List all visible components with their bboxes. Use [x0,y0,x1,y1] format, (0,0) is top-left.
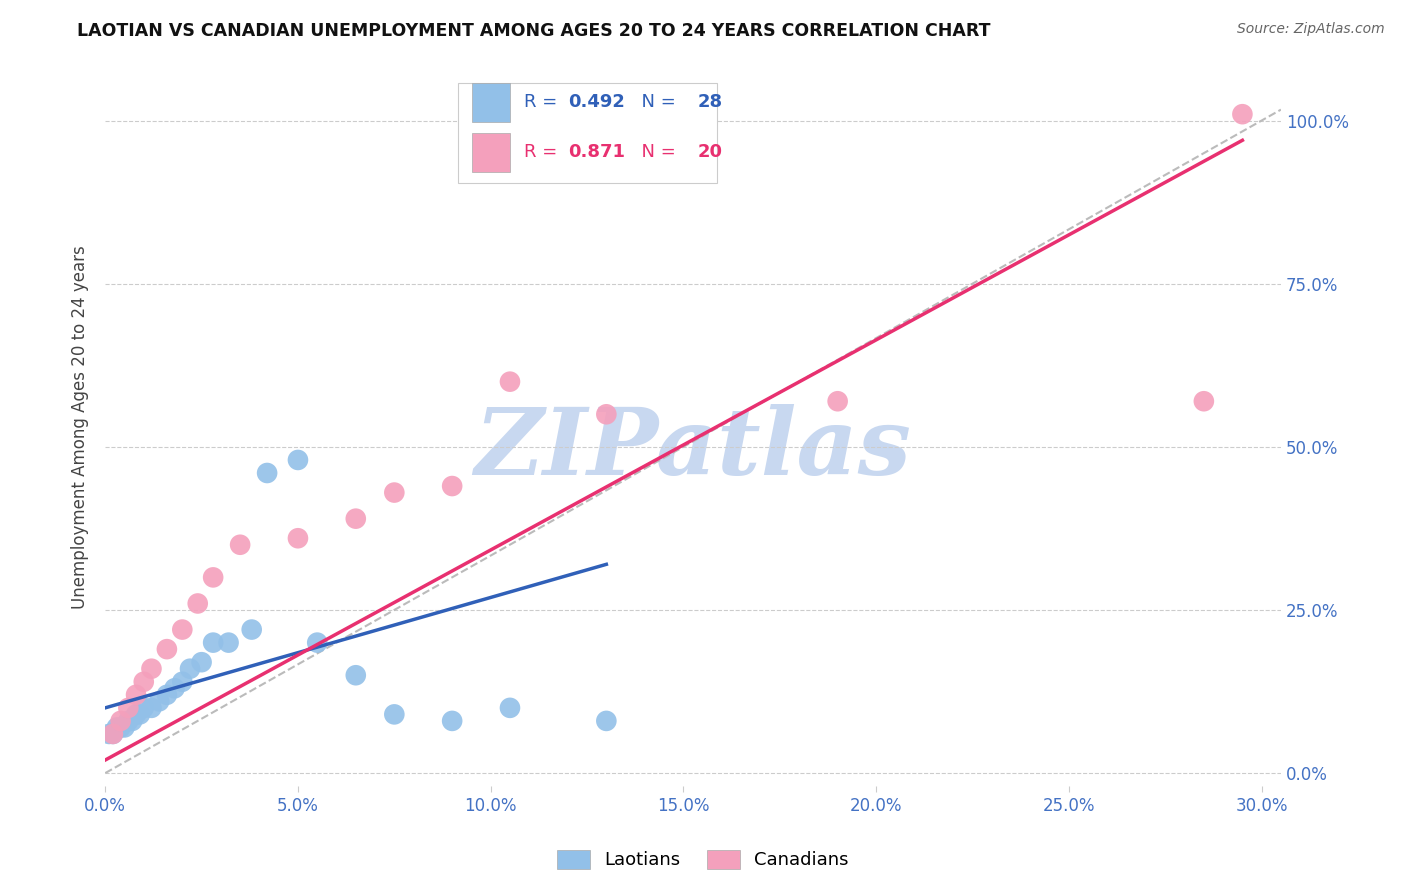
Text: 20: 20 [697,144,723,161]
Y-axis label: Unemployment Among Ages 20 to 24 years: Unemployment Among Ages 20 to 24 years [72,245,89,609]
Point [595,714,617,728]
Point [148,694,170,708]
Point [125,707,148,722]
Point [1232,107,1254,121]
Point [307,635,329,649]
Point [441,714,464,728]
Point [101,727,124,741]
Point [156,688,179,702]
Point [344,668,367,682]
Point [121,714,143,728]
Point [163,681,186,696]
Point [132,674,155,689]
Point [117,701,139,715]
Point [441,479,464,493]
Point [129,707,152,722]
FancyBboxPatch shape [472,83,509,122]
Point [256,466,278,480]
FancyBboxPatch shape [458,83,717,184]
Text: N =: N = [630,144,681,161]
Legend: Laotians, Canadians: Laotians, Canadians [548,841,858,879]
Text: ZIPatlas: ZIPatlas [475,404,911,494]
Point [287,453,309,467]
Point [172,674,194,689]
Text: 0.871: 0.871 [568,144,626,161]
Point [229,538,252,552]
Point [187,597,209,611]
Text: 0.492: 0.492 [568,93,626,112]
Point [240,623,263,637]
Point [114,721,136,735]
Point [202,635,225,649]
Point [382,707,405,722]
Point [125,688,148,702]
Point [101,727,124,741]
Point [132,701,155,715]
Point [344,511,367,525]
Text: LAOTIAN VS CANADIAN UNEMPLOYMENT AMONG AGES 20 TO 24 YEARS CORRELATION CHART: LAOTIAN VS CANADIAN UNEMPLOYMENT AMONG A… [77,22,991,40]
Point [141,701,163,715]
Point [172,623,194,637]
Point [827,394,849,409]
Point [110,714,132,728]
Point [179,662,201,676]
Point [499,701,522,715]
FancyBboxPatch shape [472,133,509,172]
Text: R =: R = [524,93,562,112]
Text: N =: N = [630,93,681,112]
Text: 28: 28 [697,93,723,112]
Point [141,662,163,676]
Text: Source: ZipAtlas.com: Source: ZipAtlas.com [1237,22,1385,37]
Point [1192,394,1215,409]
Point [499,375,522,389]
Point [117,714,139,728]
Text: R =: R = [524,144,562,161]
Point [382,485,405,500]
Point [110,721,132,735]
Point [595,407,617,421]
Point [218,635,240,649]
Point [202,570,225,584]
Point [287,531,309,545]
Point [190,655,212,669]
Point [105,721,128,735]
Point [98,727,121,741]
Point [156,642,179,657]
